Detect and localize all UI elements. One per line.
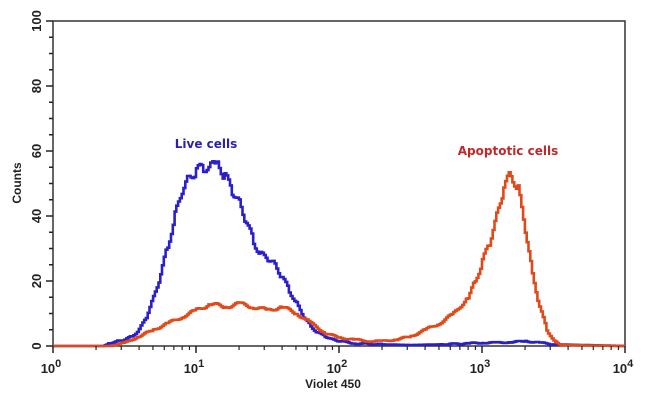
x-tick-exponent: 3 bbox=[484, 358, 490, 370]
y-tick-label: 100 bbox=[29, 10, 44, 32]
x-tick-label: 104 bbox=[613, 358, 634, 376]
x-tick-exponent: 2 bbox=[341, 358, 347, 370]
x-tick-base: 10 bbox=[470, 361, 484, 376]
y-tick-label: 60 bbox=[29, 144, 44, 158]
y-tick-label: 20 bbox=[29, 274, 44, 288]
x-tick-exponent: 4 bbox=[627, 358, 634, 370]
y-tick-label: 80 bbox=[29, 79, 44, 93]
x-tick-label: 100 bbox=[41, 358, 62, 376]
x-tick-base: 10 bbox=[613, 361, 627, 376]
plot-frame bbox=[52, 20, 626, 347]
x-tick-base: 10 bbox=[41, 361, 55, 376]
x-tick-base: 10 bbox=[327, 361, 341, 376]
y-tick-label: 0 bbox=[29, 342, 44, 349]
x-tick-exponent: 0 bbox=[55, 358, 61, 370]
annotation-live-cells: Live cells bbox=[175, 137, 238, 151]
annotation-apoptotic-cells: Apoptotic cells bbox=[458, 144, 558, 158]
series-line-live-cells bbox=[53, 160, 625, 348]
x-tick-label: 101 bbox=[184, 358, 205, 376]
x-tick-exponent: 1 bbox=[198, 358, 204, 370]
x-tick-label: 103 bbox=[470, 358, 491, 376]
series-layer bbox=[53, 160, 625, 348]
series-line-apoptotic-cells bbox=[53, 171, 625, 348]
y-tick-label: 40 bbox=[29, 209, 44, 223]
x-tick-base: 10 bbox=[184, 361, 198, 376]
x-tick-label: 102 bbox=[327, 358, 348, 376]
y-axis-title: Counts bbox=[10, 162, 24, 204]
x-axis-title: Violet 450 bbox=[305, 377, 361, 391]
